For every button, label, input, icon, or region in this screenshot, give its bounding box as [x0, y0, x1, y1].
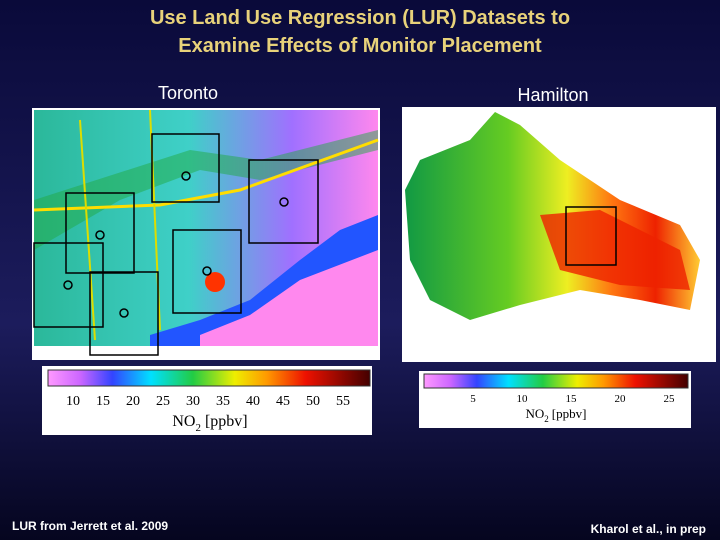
label-base: NO [526, 406, 545, 421]
colorbar-tick-label: 10 [66, 394, 80, 409]
footer-right: Kharol et al., in prep [591, 522, 706, 536]
title-line: Examine Effects of Monitor Placement [178, 35, 542, 57]
colorbar-tick-label: 10 [517, 393, 529, 405]
colorbar-tick-label: 30 [186, 394, 200, 409]
label-unit: [ppbv] [205, 413, 248, 430]
colorbar-tick-label: 25 [156, 394, 170, 409]
hamilton-map [402, 107, 716, 362]
footer-left: LUR from Jerrett et al. 2009 [12, 519, 168, 533]
colorbar-label: NO2 [ppbv] [172, 413, 247, 434]
label-sub: 2 [195, 422, 201, 434]
colorbar [47, 369, 371, 387]
label-base: NO [172, 413, 195, 430]
label-unit: [ppbv] [552, 406, 587, 421]
colorbar-tick-label: 20 [615, 393, 627, 405]
label-sub: 2 [544, 414, 549, 424]
panel-label: Toronto [158, 83, 218, 103]
colorbar-tick-label: 5 [470, 393, 476, 405]
colorbar-tick-label: 35 [216, 394, 230, 409]
colorbar [423, 373, 689, 389]
colorbar-tick-label: 45 [276, 394, 290, 409]
colorbar-tick-label: 15 [566, 393, 578, 405]
colorbar-tick-label: 50 [306, 394, 320, 409]
title-line: Use Land Use Regression (LUR) Datasets t… [150, 7, 570, 29]
colorbar-tick-label: 55 [336, 394, 350, 409]
panel-label: Hamilton [517, 85, 588, 105]
colorbar-tick-label: 40 [246, 394, 260, 409]
colorbar-tick-label: 25 [664, 393, 676, 405]
toronto-map [32, 108, 380, 360]
colorbar-tick-label: 20 [126, 394, 140, 409]
colorbar-tick-label: 15 [96, 394, 110, 409]
colorbar-label: NO2 [ppbv] [526, 406, 587, 424]
